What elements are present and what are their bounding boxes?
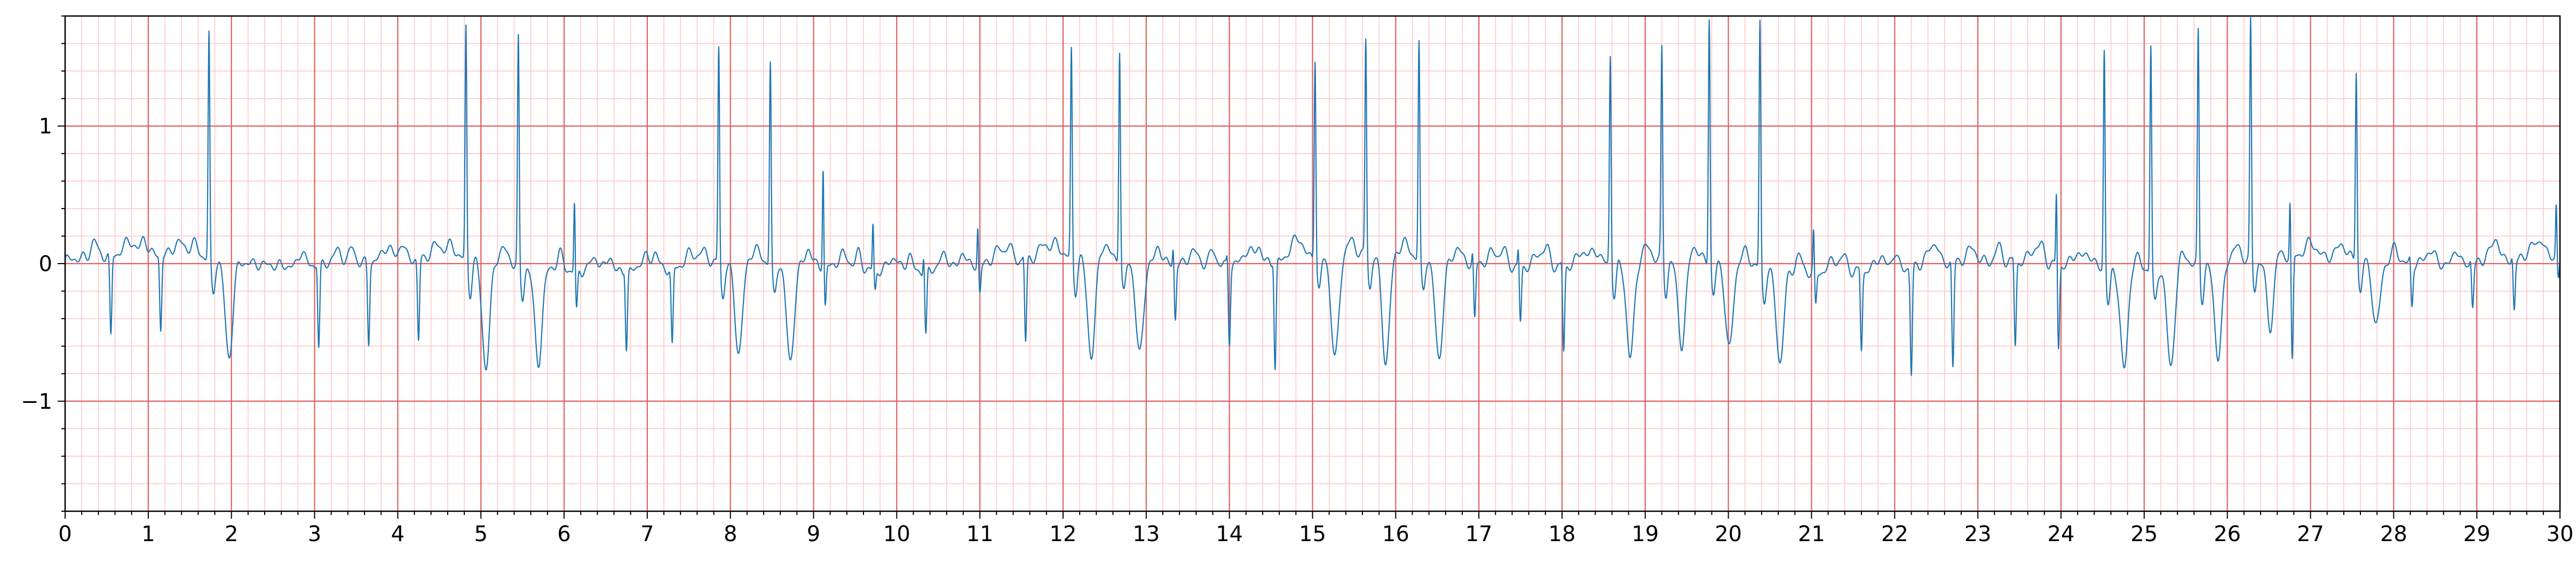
- x-tick-label: 11: [966, 522, 994, 546]
- x-axis: 0 1 2 3 4 5 6 7 8 9 10 11 12 13 14 15 16 17 18 19 20 21 22 23 24…: [58, 511, 2573, 546]
- x-tick-label: 14: [1216, 522, 1243, 546]
- x-tick-label: 30: [2547, 522, 2574, 546]
- x-tick-label: 15: [1299, 522, 1326, 546]
- x-tick-label: 27: [2297, 522, 2324, 546]
- x-tick-label: 29: [2463, 522, 2491, 546]
- x-tick-label: 20: [1715, 522, 1742, 546]
- x-tick-label: 24: [2048, 522, 2075, 546]
- x-tick-label: 10: [883, 522, 910, 546]
- x-tick-label: 22: [1881, 522, 1908, 546]
- x-tick-label: 18: [1549, 522, 1576, 546]
- x-tick-label: 13: [1132, 522, 1160, 546]
- x-tick-label: 9: [807, 522, 820, 546]
- x-tick-label: 26: [2214, 522, 2241, 546]
- y-tick-label: 1: [39, 114, 52, 139]
- x-tick-label: 2: [225, 522, 238, 546]
- x-tick-label: 6: [557, 522, 570, 546]
- x-tick-label: 7: [640, 522, 654, 546]
- x-tick-label: 17: [1465, 522, 1493, 546]
- x-tick-label: 4: [391, 522, 405, 546]
- y-tick-label: 0: [39, 252, 52, 276]
- x-tick-label: 19: [1631, 522, 1659, 546]
- x-tick-label: 0: [58, 522, 72, 546]
- x-tick-label: 1: [141, 522, 155, 546]
- x-tick-label: 25: [2130, 522, 2158, 546]
- x-tick-label: 8: [724, 522, 737, 546]
- x-tick-label: 21: [1798, 522, 1825, 546]
- y-axis: 1 0 −1: [21, 15, 65, 512]
- y-tick-label: −1: [21, 390, 52, 414]
- x-tick-label: 3: [308, 522, 321, 546]
- x-tick-label: 16: [1382, 522, 1409, 546]
- x-tick-label: 5: [474, 522, 487, 546]
- x-tick-label: 28: [2380, 522, 2407, 546]
- x-tick-label: 12: [1050, 522, 1077, 546]
- x-tick-label: 23: [1964, 522, 1992, 546]
- ecg-trace-line: [64, 17, 2561, 376]
- major-grid: [64, 16, 2561, 511]
